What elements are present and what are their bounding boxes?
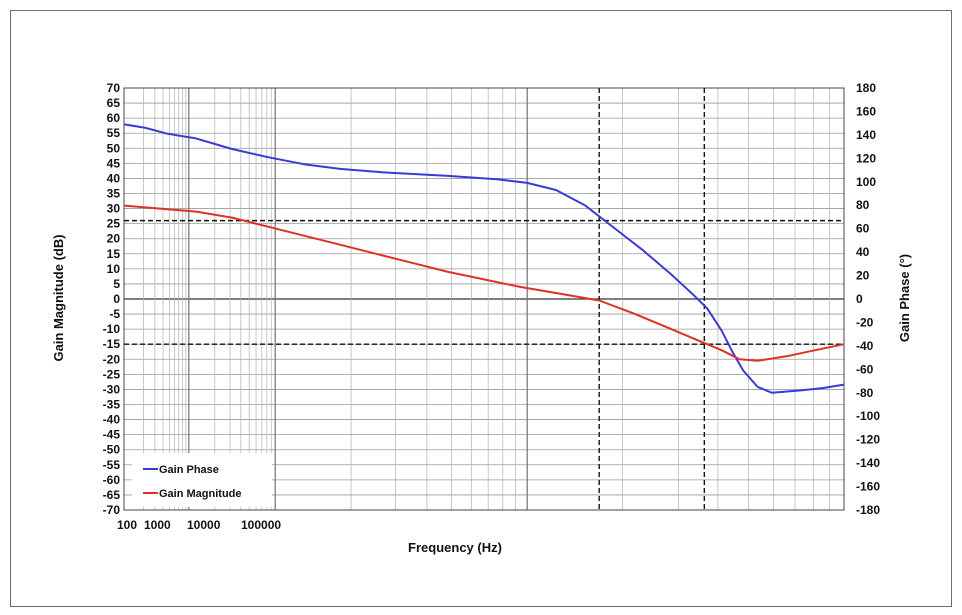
y-left-tick-label: -25 xyxy=(103,367,121,381)
y-left-tick-label: -60 xyxy=(103,473,121,487)
legend-phase-label: Gain Phase xyxy=(159,464,219,476)
y-left-tick-label: 5 xyxy=(113,277,120,291)
y-right-tick-label: 60 xyxy=(856,222,870,236)
y-right-tick-label: 80 xyxy=(856,198,870,212)
y-left-tick-label: 35 xyxy=(107,187,121,201)
y-right-tick-label: 40 xyxy=(856,245,870,259)
y-left-tick-label: -30 xyxy=(103,382,121,396)
gain-magnitude-line xyxy=(123,204,845,362)
y-left-tick-label: 45 xyxy=(107,156,121,170)
y-left-tick-label: 55 xyxy=(107,126,121,140)
y-left-tick-label: 70 xyxy=(107,81,121,95)
plot-border xyxy=(123,87,845,511)
y-right-tick-label: 20 xyxy=(856,269,870,283)
grid-lines xyxy=(123,87,845,511)
y-left-tick-label: 65 xyxy=(107,96,121,110)
y-right-tick-label: -120 xyxy=(856,433,880,447)
y-left-tick-label: -45 xyxy=(103,428,121,442)
y-right-tick-label: -140 xyxy=(856,456,880,470)
y-left-tick-label: 40 xyxy=(107,171,121,185)
y-left-tick-label: 0 xyxy=(113,292,120,306)
y-right-tick-label: 100 xyxy=(856,175,876,189)
series-lines xyxy=(123,123,845,394)
y-left-tick-label: -10 xyxy=(103,322,121,336)
legend-magnitude-label: Gain Magnitude xyxy=(159,488,242,500)
y-axis-right-title: Gain Phase (°) xyxy=(897,254,912,342)
gain-phase-line xyxy=(123,123,845,394)
y-right-tick-label: -180 xyxy=(856,503,880,517)
y-right-tick-label: -80 xyxy=(856,386,874,400)
y-left-tick-label: 20 xyxy=(107,232,121,246)
y-left-tick-label: 25 xyxy=(107,217,121,231)
x-tick-label: 100000 xyxy=(241,518,281,532)
y-left-tick-label: 50 xyxy=(107,141,121,155)
y-right-tick-label: -40 xyxy=(856,339,874,353)
y-left-tick-label: 15 xyxy=(107,247,121,261)
x-tick-label: 100 xyxy=(117,518,137,532)
y-left-tick-label: -20 xyxy=(103,352,121,366)
y-right-tick-label: -100 xyxy=(856,409,880,423)
y-left-tick-label: 30 xyxy=(107,202,121,216)
legend-box xyxy=(132,453,272,507)
y-right-tick-label: -160 xyxy=(856,480,880,494)
y-right-tick-label: 140 xyxy=(856,128,876,142)
y-left-tick-label: -5 xyxy=(109,307,120,321)
y-axis-left-title: Gain Magnitude (dB) xyxy=(51,234,66,361)
y-left-tick-label: -55 xyxy=(103,458,121,472)
x-tick-label: 1000 xyxy=(144,518,171,532)
x-axis-title: Frequency (Hz) xyxy=(408,540,502,555)
y-right-tick-label: 120 xyxy=(856,151,876,165)
x-tick-label: 10000 xyxy=(187,518,221,532)
tick-labels: 7065605550454035302520151050-5-10-15-20-… xyxy=(103,81,881,532)
y-left-tick-label: -50 xyxy=(103,443,121,457)
y-left-tick-label: -40 xyxy=(103,413,121,427)
y-right-tick-label: 160 xyxy=(856,104,876,118)
y-right-tick-label: -20 xyxy=(856,315,874,329)
y-left-tick-label: -65 xyxy=(103,488,121,502)
y-left-tick-label: -35 xyxy=(103,398,121,412)
y-left-tick-label: -15 xyxy=(103,337,121,351)
y-left-tick-label: 60 xyxy=(107,111,121,125)
y-right-tick-label: 0 xyxy=(856,292,863,306)
y-right-tick-label: 180 xyxy=(856,81,876,95)
y-right-tick-label: -60 xyxy=(856,362,874,376)
y-left-tick-label: 10 xyxy=(107,262,121,276)
y-left-tick-label: -70 xyxy=(103,503,121,517)
